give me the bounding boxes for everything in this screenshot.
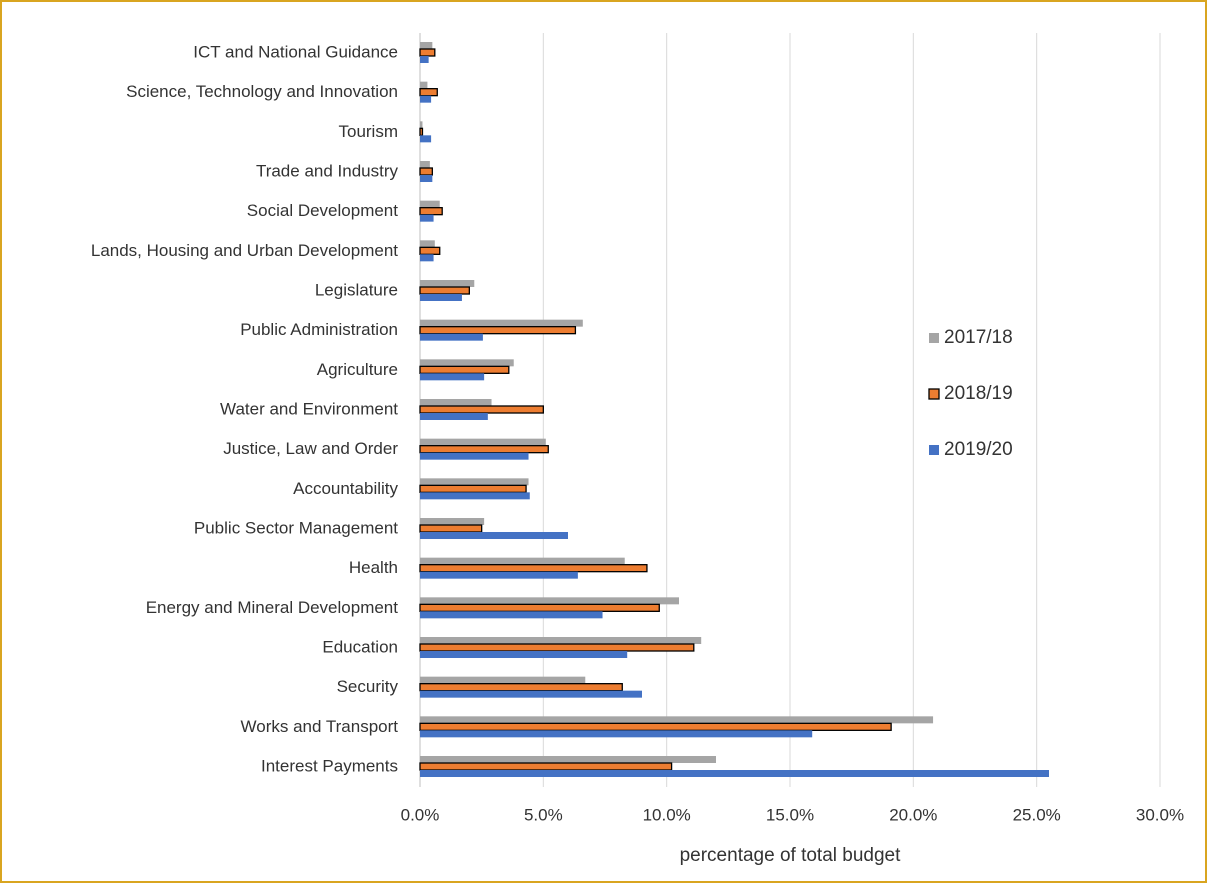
bar: [419, 246, 441, 255]
bar: [420, 478, 529, 486]
bar: [420, 676, 586, 684]
bar: [419, 48, 436, 57]
bar: [419, 207, 443, 216]
bar: [419, 683, 623, 692]
bar: [420, 280, 475, 287]
bar: [420, 756, 716, 763]
bar: [420, 532, 568, 539]
bar: [419, 286, 470, 295]
bar: [420, 161, 430, 168]
bar: [419, 762, 673, 771]
bar: [420, 716, 934, 724]
y-tick-label: Education: [322, 637, 398, 656]
bar: [420, 319, 583, 327]
bar: [419, 405, 544, 414]
y-tick-label: Legislature: [315, 280, 398, 299]
y-tick-label: Public Administration: [240, 320, 398, 339]
y-tick-label: Science, Technology and Innovation: [126, 82, 398, 101]
x-tick-label: 15.0%: [766, 805, 814, 824]
bar: [420, 518, 485, 525]
y-tick-label: Agriculture: [317, 360, 398, 379]
bar: [420, 690, 642, 698]
bar: [420, 730, 813, 738]
y-tick-label: Public Sector Management: [194, 518, 398, 537]
legend-label: 2019/20: [944, 439, 1013, 460]
legend-label: 2017/18: [944, 327, 1013, 348]
bar: [420, 557, 625, 565]
y-tick-label: Health: [349, 558, 398, 577]
bar: [419, 167, 433, 176]
legend-swatch: [929, 445, 939, 455]
y-tick-label: ICT and National Guidance: [193, 42, 398, 61]
bar: [420, 651, 628, 658]
bar: [420, 121, 423, 129]
bar: [419, 445, 549, 454]
x-tick-label: 30.0%: [1136, 805, 1184, 824]
bar: [419, 365, 510, 374]
y-tick-label: Accountability: [293, 479, 398, 498]
bar: [419, 524, 483, 533]
bar: [419, 564, 648, 573]
bar: [420, 637, 702, 644]
bar: [420, 81, 428, 89]
bar: [420, 399, 492, 406]
y-tick-label: Water and Environment: [220, 399, 398, 418]
legend-swatch: [928, 388, 940, 400]
y-tick-label: Energy and Mineral Development: [146, 598, 399, 617]
bar: [420, 200, 440, 208]
bar: [419, 88, 438, 97]
x-tick-label: 0.0%: [401, 805, 440, 824]
bar: [420, 214, 434, 222]
bar: [419, 484, 527, 493]
y-tick-label: Justice, Law and Order: [223, 439, 398, 458]
bar: [420, 56, 429, 63]
y-tick-label: Works and Transport: [241, 717, 399, 736]
y-tick-label: Interest Payments: [261, 756, 398, 775]
bar: [420, 333, 483, 341]
bar: [420, 438, 546, 446]
bar: [420, 254, 434, 262]
y-tick-label: Social Development: [247, 201, 398, 220]
x-axis-label: percentage of total budget: [680, 845, 902, 866]
bar: [420, 294, 462, 301]
bar: [420, 571, 578, 579]
bar: [420, 359, 514, 367]
bar: [420, 597, 679, 605]
x-tick-label: 20.0%: [889, 805, 937, 824]
bar: [419, 127, 424, 136]
x-tick-label: 10.0%: [643, 805, 691, 824]
y-tick-label: Tourism: [338, 122, 398, 141]
bar: [420, 492, 530, 500]
bar: [420, 175, 433, 182]
bar: [420, 95, 432, 103]
bar: [419, 722, 892, 731]
bar: [420, 611, 603, 619]
bar: [420, 135, 432, 143]
y-tick-label: Trade and Industry: [256, 161, 399, 180]
bar: [419, 643, 695, 652]
y-tick-label: Security: [337, 677, 399, 696]
bar: [420, 373, 485, 381]
bar: [419, 326, 577, 335]
y-tick-label: Lands, Housing and Urban Development: [91, 241, 398, 260]
bar: [420, 42, 433, 49]
bar: [420, 413, 488, 420]
bar: [420, 770, 1049, 777]
x-tick-label: 5.0%: [524, 805, 563, 824]
legend-swatch: [929, 333, 939, 343]
bar: [420, 240, 435, 248]
bar: [420, 452, 529, 460]
legend-label: 2018/19: [944, 383, 1013, 404]
x-tick-label: 25.0%: [1013, 805, 1061, 824]
bar: [419, 603, 660, 612]
